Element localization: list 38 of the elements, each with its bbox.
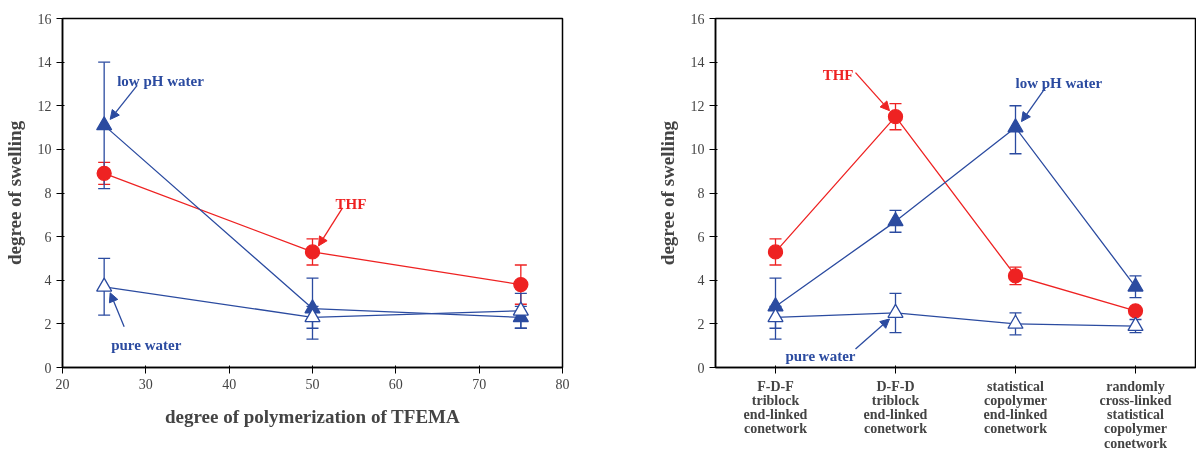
y-tick-label: 16 (690, 11, 705, 27)
annotation: THF (335, 195, 367, 212)
y-tick-label: 6 (44, 229, 52, 245)
y-tick-label: 10 (37, 142, 52, 158)
y-tick-label: 2 (44, 316, 52, 332)
y-tick-label: 10 (690, 142, 705, 158)
x-tick-label: 20 (55, 376, 70, 392)
y-tick-label: 4 (44, 273, 52, 289)
y-tick-label: 14 (690, 55, 705, 71)
x-tick-label: randomly cross-linked statistical copolymer conetwork (1099, 378, 1172, 451)
x-tick-label: F-D-F triblock end-linked conetwork (743, 378, 808, 437)
annotation: THF (822, 66, 854, 83)
x-tick-label: 60 (388, 376, 403, 392)
y-tick-label: 8 (697, 186, 705, 201)
y-tick-label: 12 (37, 98, 52, 114)
y-tick-label: 2 (697, 316, 705, 332)
x-tick-label: D-F-D triblock end-linked conetwork (863, 378, 928, 437)
y-tick-label: 14 (37, 55, 52, 71)
y-axis-title: degree of swelling (3, 120, 25, 266)
y-tick-label: 0 (44, 360, 52, 376)
x-tick-label: 70 (472, 376, 487, 392)
x-tick-label: 50 (305, 376, 320, 392)
x-tick-label: statistical copolymer end-linked conetwork (983, 378, 1048, 437)
y-tick-label: 16 (37, 11, 52, 27)
x-tick-label: 40 (222, 376, 237, 392)
y-tick-label: 0 (697, 360, 705, 376)
annotation: pure water (785, 347, 856, 364)
y-tick-label: 6 (697, 229, 705, 245)
y-tick-label: 4 (697, 273, 705, 289)
y-axis-title: degree of swelling (656, 120, 678, 266)
x-tick-label: 80 (555, 376, 570, 392)
annotation: pure water (111, 336, 182, 353)
y-tick-label: 12 (690, 98, 705, 114)
annotation: low pH water (117, 73, 205, 90)
y-tick-label: 8 (44, 186, 52, 201)
x-tick-label: 30 (138, 376, 153, 392)
annotation: low pH water (1015, 74, 1103, 91)
x-axis-title: degree of polymerization of TFEMA (164, 405, 461, 427)
